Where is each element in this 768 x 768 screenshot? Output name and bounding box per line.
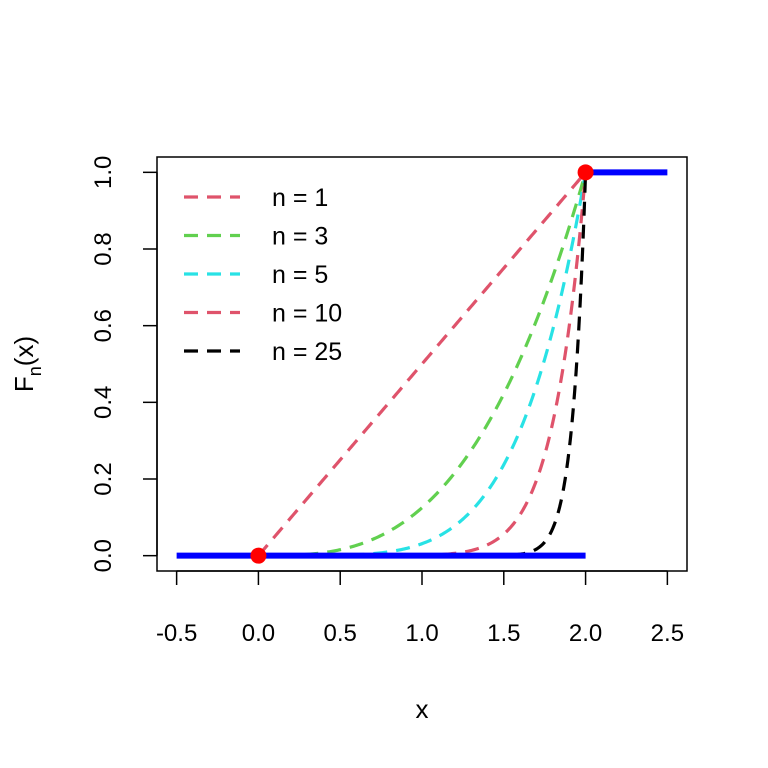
y-tick-label: 0.4 xyxy=(90,386,117,419)
y-axis-label: Fn(x) xyxy=(9,336,45,392)
endpoint-marker-1 xyxy=(250,547,267,564)
legend-label: n = 5 xyxy=(272,261,328,289)
legend-label: n = 10 xyxy=(272,300,342,328)
x-tick-label: 2.0 xyxy=(569,620,602,647)
y-tick-label: 0.6 xyxy=(90,309,117,342)
y-tick-label: 0.8 xyxy=(90,232,117,265)
series-line-1 xyxy=(257,171,587,557)
limit-function-layer xyxy=(176,169,668,559)
legend: n = 1 n = 3 n = 5 n = 10 n = 25 xyxy=(184,184,342,366)
y-axis-label-subscript: n xyxy=(25,366,45,376)
y-tick-label: 0.0 xyxy=(90,539,117,572)
y-axis-label-suffix: (x) xyxy=(9,336,39,366)
x-tick-label: 1.5 xyxy=(487,620,520,647)
endpoint-marker-2 xyxy=(577,164,594,181)
endpoint-markers-layer xyxy=(250,164,594,564)
legend-label: n = 25 xyxy=(272,338,342,366)
legend-label: n = 3 xyxy=(272,223,328,251)
y-axis: 0.0 0.2 0.4 0.6 0.8 1.0 xyxy=(90,156,158,572)
y-axis-label-main: F xyxy=(9,376,39,392)
x-tick-label: 1.0 xyxy=(405,620,438,647)
x-tick-label: -0.5 xyxy=(156,620,197,647)
x-tick-label: 0.5 xyxy=(324,620,357,647)
x-axis-label: x xyxy=(416,694,429,724)
y-tick-label: 1.0 xyxy=(90,156,117,189)
x-axis: -0.5 0.0 0.5 1.0 1.5 2.0 2.5 xyxy=(156,570,684,647)
x-tick-label: 0.0 xyxy=(242,620,275,647)
legend-label: n = 1 xyxy=(272,184,328,212)
y-tick-label: 0.2 xyxy=(90,462,117,495)
x-tick-label: 2.5 xyxy=(651,620,684,647)
